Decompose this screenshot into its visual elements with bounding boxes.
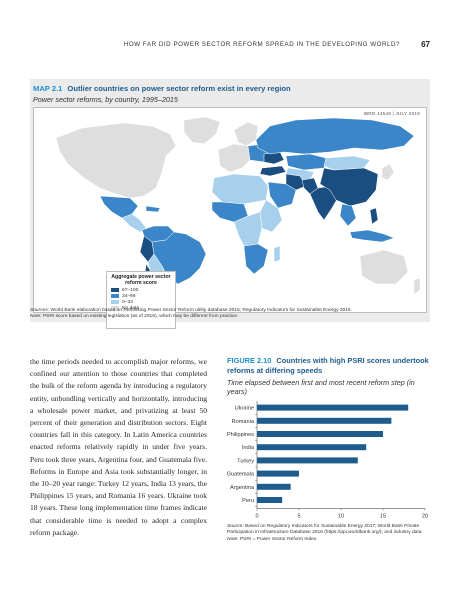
map-note-text: PSRI score based on existing legislation… bbox=[42, 314, 239, 320]
legend-title: Aggregate power sector reform score bbox=[111, 274, 171, 287]
map-sources-text: World Bank elaboration based on Rethinki… bbox=[50, 308, 352, 313]
caribbean-shape bbox=[145, 205, 161, 213]
category-label: Ukraine bbox=[235, 406, 254, 412]
map-sources-label: Sources: bbox=[30, 308, 50, 313]
figure-caption: FIGURE 2.10 Countries with high PSRI scor… bbox=[227, 356, 432, 375]
map-label: MAP 2.1 bbox=[33, 84, 63, 93]
page-number: 67 bbox=[421, 40, 430, 49]
legend-item: 0–33 bbox=[111, 300, 171, 305]
western-europe-shape bbox=[217, 143, 251, 173]
x-tick-label: 5 bbox=[297, 514, 300, 520]
legend-item: 34–66 bbox=[111, 294, 171, 299]
arabia-shape bbox=[267, 181, 297, 209]
japan-korea-shape bbox=[381, 163, 395, 181]
map-title: Outlier countries on power sector reform… bbox=[67, 84, 291, 93]
north-america-shape bbox=[55, 122, 177, 199]
legend-item: No data bbox=[111, 306, 171, 311]
bar bbox=[257, 470, 299, 477]
figure-source-label: Source: bbox=[227, 524, 244, 529]
running-header-title: HOW FAR DID POWER SECTOR REFORM SPREAD I… bbox=[123, 41, 400, 48]
legend-swatch bbox=[111, 287, 119, 293]
bar bbox=[257, 417, 392, 424]
scandinavia-shape bbox=[233, 121, 259, 147]
map-note-label: Note: bbox=[30, 314, 42, 320]
turkey-shape bbox=[259, 165, 287, 177]
legend-swatch bbox=[111, 293, 119, 299]
category-label: Philippines bbox=[227, 432, 254, 438]
southern-africa-shape bbox=[243, 243, 269, 275]
bar bbox=[257, 444, 367, 451]
x-tick-label: 10 bbox=[338, 514, 344, 520]
map-note-line: Note: PSRI score based on existing legis… bbox=[30, 314, 430, 320]
iran-shape bbox=[285, 173, 307, 191]
map-id-label: IBRD 44549 | JULY 2019 bbox=[363, 111, 420, 116]
category-label: India bbox=[242, 445, 255, 451]
figure-label: FIGURE 2.10 bbox=[227, 356, 272, 365]
new-zealand-shape bbox=[413, 277, 421, 295]
bar-chart: Ukraine Romania Philippines India Turkey Guat… bbox=[227, 401, 428, 520]
legend-item: 67–100 bbox=[111, 288, 171, 293]
bar bbox=[257, 497, 283, 503]
legend-label: 67–100 bbox=[122, 287, 139, 293]
central-africa-shape bbox=[233, 211, 263, 247]
figure-notes: Source: Based on Regulatory Indicators f… bbox=[227, 524, 432, 543]
north-africa-shape bbox=[211, 173, 269, 205]
central-america-shape bbox=[121, 213, 147, 233]
figure-note-label: Note: bbox=[227, 536, 239, 542]
figure-subtitle: Time elapsed between first and most rece… bbox=[227, 378, 415, 397]
australia-shape bbox=[359, 249, 409, 285]
category-label: Turkey bbox=[237, 458, 254, 464]
russia-shape bbox=[255, 117, 415, 155]
legend-swatch bbox=[111, 305, 119, 311]
bar bbox=[257, 404, 409, 411]
body-text-column: the time periods needed to accomplish ma… bbox=[30, 356, 207, 539]
figure-title: Countries with high PSRI scores undertoo… bbox=[227, 356, 429, 375]
map-panel: IBRD 44549 | JULY 2019 Aggregate power s… bbox=[33, 107, 427, 329]
x-tick-label: 0 bbox=[255, 514, 258, 520]
map-box: MAP 2.1 Outlier countries on power sector… bbox=[30, 79, 430, 329]
bar bbox=[257, 457, 358, 464]
category-label: Peru bbox=[242, 498, 254, 504]
bar bbox=[257, 483, 291, 490]
greenland-shape bbox=[183, 116, 221, 145]
china-shape bbox=[319, 167, 379, 207]
x-tick-label: 20 bbox=[422, 514, 428, 520]
ukraine-shape bbox=[263, 151, 285, 165]
map-subtitle: Power sector reforms, by country, 1995–2… bbox=[33, 95, 178, 104]
running-header: HOW FAR DID POWER SECTOR REFORM SPREAD I… bbox=[30, 40, 430, 53]
southeast-asia-shape bbox=[339, 203, 357, 227]
kazakhstan-shape bbox=[285, 153, 327, 171]
legend-swatch bbox=[111, 299, 119, 305]
bar bbox=[257, 431, 383, 437]
category-label: Guatemala bbox=[227, 472, 255, 478]
figure-note-text: PSRI = Power Sector Reform Index. bbox=[239, 536, 318, 542]
indonesia-shape bbox=[349, 229, 395, 243]
legend-label: No data bbox=[122, 305, 140, 311]
legend-label: 0–33 bbox=[122, 299, 133, 305]
figure-source-text: Based on Regulatory Indicators for Susta… bbox=[227, 524, 423, 536]
legend-label: 34–66 bbox=[122, 293, 136, 299]
body-paragraph: the time periods needed to accomplish ma… bbox=[30, 357, 207, 537]
map-sources-line: Sources: World Bank elaboration based on… bbox=[30, 308, 430, 314]
philippines-shape bbox=[369, 207, 379, 225]
map-legend: Aggregate power sector reform score 67–1… bbox=[106, 271, 176, 329]
category-label: Argentina bbox=[230, 485, 255, 491]
map-caption: MAP 2.1 Outlier countries on power sector… bbox=[33, 84, 291, 93]
category-label: Romania bbox=[232, 419, 255, 425]
figure-source-line: Source: Based on Regulatory Indicators f… bbox=[227, 524, 432, 537]
map-notes: Sources: World Bank elaboration based on… bbox=[30, 308, 430, 321]
world-map bbox=[55, 116, 421, 309]
madagascar-shape bbox=[273, 245, 281, 263]
figure-note-line: Note: PSRI = Power Sector Reform Index. bbox=[227, 537, 432, 543]
x-tick-label: 15 bbox=[380, 514, 386, 520]
